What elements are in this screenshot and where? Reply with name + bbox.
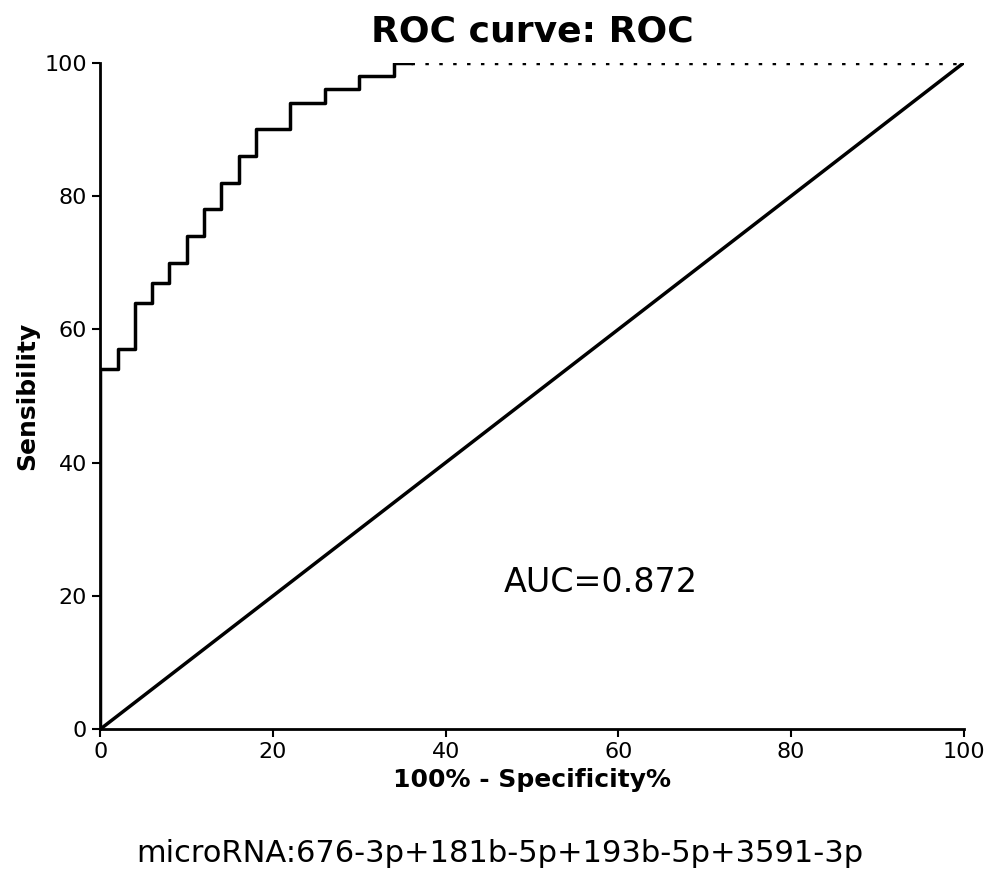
Text: AUC=0.872: AUC=0.872 xyxy=(504,566,698,599)
X-axis label: 100% - Specificity%: 100% - Specificity% xyxy=(393,768,671,792)
Y-axis label: Sensibility: Sensibility xyxy=(15,322,39,470)
Title: ROC curve: ROC: ROC curve: ROC xyxy=(371,15,693,49)
Text: microRNA:676-3p+181b-5p+193b-5p+3591-3p: microRNA:676-3p+181b-5p+193b-5p+3591-3p xyxy=(136,839,864,868)
